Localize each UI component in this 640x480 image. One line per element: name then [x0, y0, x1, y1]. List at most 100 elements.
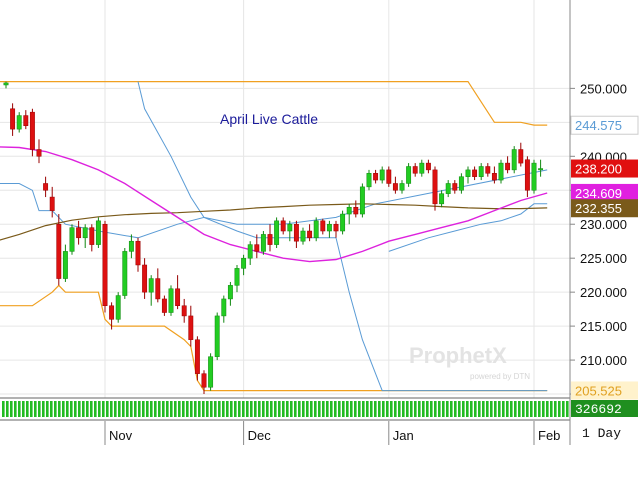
candle-body	[340, 213, 346, 232]
volume-bar	[70, 401, 73, 417]
price-tag-label: 244.575	[575, 118, 622, 133]
volume-bar	[318, 401, 321, 417]
candle-body	[419, 162, 425, 174]
candle-body	[353, 206, 359, 215]
candle-body	[135, 240, 141, 266]
volume-bar	[530, 401, 533, 417]
price-tag-label: 205.525	[575, 383, 622, 398]
candlestick-series	[3, 81, 544, 395]
candle-body	[56, 223, 62, 279]
candle-body	[432, 169, 438, 205]
candle-body	[445, 183, 451, 194]
volume-bar	[430, 401, 433, 417]
volume-bar	[82, 401, 85, 417]
candle-body	[36, 149, 42, 157]
candle-body	[227, 285, 233, 300]
volume-bar	[150, 401, 153, 417]
volume-bar	[398, 401, 401, 417]
overlay-ma-slow	[0, 203, 548, 241]
prophetx-watermark: ProphetX powered by DTN	[409, 343, 530, 381]
candle-body	[320, 220, 326, 232]
candle-body	[425, 162, 431, 171]
price-tag-bg	[571, 381, 638, 400]
volume-bar	[346, 401, 349, 417]
candle-body	[168, 288, 174, 313]
volume-bar	[486, 401, 489, 417]
chart-canvas[interactable]: ProphetX powered by DTN April Live Cattl…	[0, 0, 640, 445]
timeframe-text: 1 Day	[582, 426, 621, 441]
candle-body	[76, 227, 82, 239]
volume-bar	[78, 401, 81, 417]
volume-value: 326692	[575, 402, 622, 417]
volume-bar	[410, 401, 413, 417]
volume-bar	[242, 401, 245, 417]
candle-body	[505, 162, 511, 171]
candle-body	[194, 339, 200, 374]
volume-bar	[554, 401, 557, 417]
volume-bar	[102, 401, 105, 417]
y-tick-label: 210.000	[580, 353, 627, 368]
candle-body	[89, 227, 95, 245]
candle-body	[293, 223, 299, 242]
volume-bar	[354, 401, 357, 417]
volume-bar	[26, 401, 29, 417]
price-tag-last-price: 238.200	[571, 159, 638, 178]
volume-bar	[370, 401, 373, 417]
volume-bar	[50, 401, 53, 417]
volume-bar	[250, 401, 253, 417]
x-axis: Nov Dec Jan Feb	[0, 421, 570, 445]
volume-bar	[282, 401, 285, 417]
volume-bar	[194, 401, 197, 417]
volume-bar	[294, 401, 297, 417]
volume-bar	[210, 401, 213, 417]
x-tick-label: Jan	[393, 428, 414, 443]
candle-body	[300, 230, 306, 242]
volume-bar	[154, 401, 157, 417]
volume-bar	[86, 401, 89, 417]
volume-bar	[422, 401, 425, 417]
candle-body	[241, 257, 247, 269]
volume-bar	[414, 401, 417, 417]
volume-bar	[146, 401, 149, 417]
volume-bar	[170, 401, 173, 417]
volume-bar	[266, 401, 269, 417]
x-tick-label: Dec	[248, 428, 272, 443]
volume-bar	[174, 401, 177, 417]
volume-bar	[98, 401, 101, 417]
price-tag-label: 234.609	[575, 186, 622, 201]
x-tick-label: Feb	[538, 428, 560, 443]
volume-bar	[534, 401, 537, 417]
candle-body	[458, 176, 464, 191]
timeframe-label[interactable]: 1 Day	[582, 426, 621, 441]
price-tag-bg	[571, 199, 638, 218]
candle-body	[161, 298, 167, 313]
volume-bar	[166, 401, 169, 417]
volume-bar	[538, 401, 541, 417]
volume-bar	[326, 401, 329, 417]
volume-bar	[178, 401, 181, 417]
volume-bar	[450, 401, 453, 417]
volume-bar	[130, 401, 133, 417]
volume-bar	[510, 401, 513, 417]
volume-bar	[482, 401, 485, 417]
volume-bar	[466, 401, 469, 417]
candle-body	[478, 166, 484, 177]
candle-body	[287, 223, 293, 232]
volume-bar	[334, 401, 337, 417]
candle-body	[538, 168, 544, 171]
volume-bar	[258, 401, 261, 417]
price-chart[interactable]: ProphetX powered by DTN April Live Cattl…	[0, 0, 640, 445]
y-axis: 205.000210.000215.000220.000225.000230.0…	[569, 0, 640, 445]
volume-bar	[142, 401, 145, 417]
price-tag-bg	[571, 159, 638, 178]
y-tick-label: 230.000	[580, 217, 627, 232]
candle-body	[511, 149, 517, 171]
candle-body	[221, 298, 227, 317]
volume-bar	[158, 401, 161, 417]
volume-pane	[0, 397, 570, 421]
volume-bar	[310, 401, 313, 417]
volume-bar	[462, 401, 465, 417]
volume-bar	[362, 401, 365, 417]
watermark-text: ProphetX	[409, 343, 507, 368]
volume-bar	[14, 401, 17, 417]
